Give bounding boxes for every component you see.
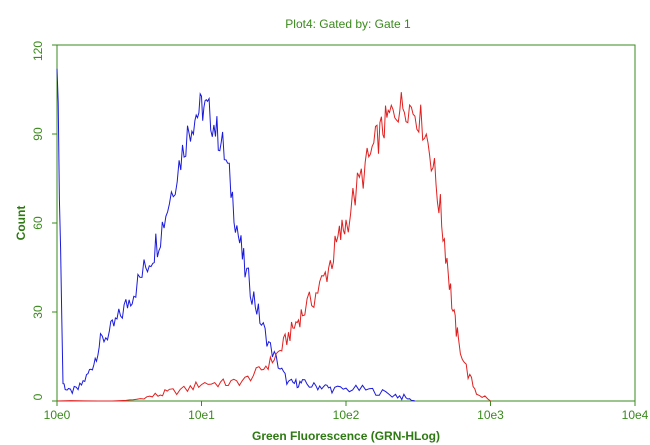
- x-tick-label: 10e3: [477, 408, 504, 422]
- x-tick-label: 10e2: [333, 408, 360, 422]
- series-line-2: [56, 92, 491, 402]
- y-tick-label: 0: [31, 393, 45, 400]
- chart-title: Plot4: Gated by: Gate 1: [285, 17, 411, 31]
- y-tick-label: 90: [31, 127, 45, 141]
- x-tick-label: 10e0: [44, 408, 71, 422]
- x-tick-label: 10e4: [622, 408, 649, 422]
- series-line-1: [56, 68, 416, 402]
- y-axis-ticks: 0 30 60 90 120: [31, 41, 57, 402]
- x-axis-label: Green Fluorescence (GRN-HLog): [252, 429, 440, 443]
- x-tick-label: 10e1: [188, 408, 215, 422]
- y-tick-label: 30: [31, 305, 45, 319]
- y-axis-label: Count: [14, 206, 28, 241]
- x-axis-ticks: 10e0 10e1 10e2 10e3 10e4: [44, 401, 649, 422]
- y-tick-label: 120: [31, 41, 45, 61]
- y-tick-label: 60: [31, 216, 45, 230]
- series-layer: [56, 68, 491, 402]
